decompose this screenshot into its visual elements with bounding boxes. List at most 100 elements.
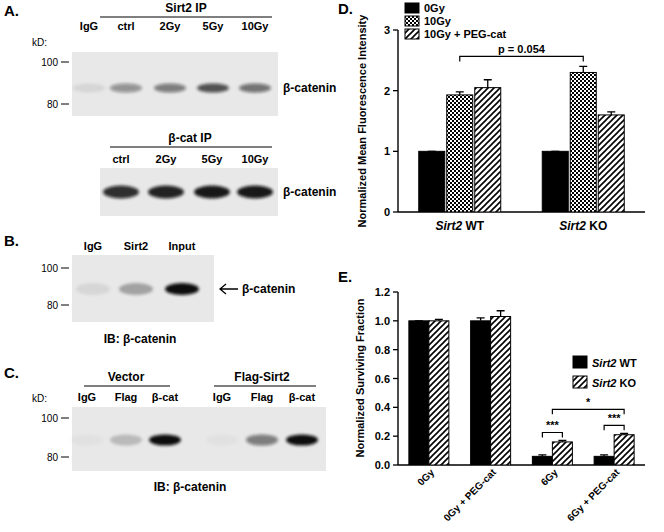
lane-label: IgG bbox=[213, 391, 231, 403]
panel-label: E. bbox=[338, 268, 352, 285]
lane-label: β-cat bbox=[152, 391, 179, 403]
blot-header: β-cat IP bbox=[168, 131, 211, 145]
lane-label: ctrl bbox=[112, 153, 129, 165]
annotation: p = 0.054 bbox=[498, 43, 546, 55]
band bbox=[71, 435, 103, 446]
y-tick-label: 0.8 bbox=[375, 344, 390, 356]
marker-tick bbox=[61, 104, 69, 105]
bar bbox=[409, 321, 429, 465]
header-line bbox=[100, 16, 272, 17]
unit-label: kD: bbox=[32, 393, 47, 404]
lane-label: IgG bbox=[80, 20, 98, 32]
text-part: KO bbox=[616, 377, 636, 389]
blot-membrane bbox=[72, 255, 214, 322]
blot-membrane bbox=[72, 407, 326, 471]
band bbox=[286, 435, 318, 446]
error-bar bbox=[620, 433, 628, 434]
significance-bracket bbox=[460, 56, 584, 61]
band bbox=[246, 435, 278, 446]
y-tick bbox=[393, 90, 398, 91]
error-bar bbox=[428, 151, 436, 152]
band-label: β-catenin bbox=[242, 282, 295, 296]
bar bbox=[475, 88, 501, 212]
y-tick-label: 0.2 bbox=[375, 430, 390, 442]
y-axis-label: Normalized Mean Fluorescence Intensity bbox=[356, 14, 368, 228]
band bbox=[239, 84, 271, 93]
text-part: WT bbox=[462, 219, 485, 233]
legend-label: Sirt2 WT bbox=[592, 357, 637, 369]
text-part: Sirt2 bbox=[559, 219, 586, 233]
bar bbox=[552, 442, 572, 465]
error-bar bbox=[600, 455, 608, 456]
error-bar bbox=[435, 319, 443, 320]
panel-label: D. bbox=[338, 0, 353, 17]
lane-label: Flag bbox=[251, 391, 274, 403]
band bbox=[119, 283, 153, 295]
bar bbox=[570, 72, 596, 212]
plot-area bbox=[419, 66, 625, 212]
panel-label: C. bbox=[4, 364, 19, 381]
band bbox=[165, 283, 199, 295]
legend-swatch bbox=[405, 16, 419, 26]
band bbox=[103, 186, 139, 199]
marker-label: 100 bbox=[41, 413, 58, 424]
x-tick-label: Sirt2 WT bbox=[435, 219, 484, 233]
legend-label: 10Gy bbox=[424, 15, 452, 27]
significance-bracket bbox=[552, 409, 624, 414]
y-axis-label: Normalized Surviving Fraction bbox=[354, 298, 366, 457]
text-part: Sirt2 bbox=[435, 219, 462, 233]
lane-label: 10Gy bbox=[242, 20, 270, 32]
bar bbox=[614, 435, 634, 465]
blot-header: Vector bbox=[108, 370, 145, 384]
blot-label: IB: β-catenin bbox=[154, 480, 227, 494]
bar bbox=[471, 321, 491, 465]
error-bar bbox=[477, 318, 485, 321]
unit-label: kD: bbox=[32, 37, 47, 48]
y-tick-label: 1.2 bbox=[375, 286, 390, 298]
error-bar bbox=[558, 440, 566, 441]
annotation: *** bbox=[546, 419, 560, 431]
legend-label: Sirt2 KO bbox=[592, 377, 636, 389]
bar bbox=[542, 151, 568, 212]
y-tick-label: 0.4 bbox=[375, 401, 391, 413]
lane-label: Flag bbox=[115, 391, 138, 403]
y-axis bbox=[397, 30, 398, 212]
lane-label: 5Gy bbox=[202, 153, 224, 165]
legend-label: 0Gy bbox=[424, 2, 446, 14]
x-tick-label: 0Gy + PEG-cat bbox=[441, 466, 498, 523]
lane-label: 2Gy bbox=[156, 153, 178, 165]
arrow bbox=[220, 284, 238, 294]
error-bar bbox=[579, 66, 587, 72]
marker-label: 100 bbox=[41, 263, 58, 274]
bar bbox=[419, 151, 445, 212]
lane-label: 2Gy bbox=[160, 20, 182, 32]
legend-label: 10Gy + PEG-cat bbox=[424, 28, 507, 40]
marker-label: 100 bbox=[41, 57, 58, 68]
y-axis bbox=[397, 292, 398, 465]
y-tick bbox=[393, 291, 398, 292]
y-tick bbox=[393, 349, 398, 350]
marker-label: 80 bbox=[47, 300, 59, 311]
significance-bracket bbox=[542, 432, 562, 437]
text-part: Sirt2 bbox=[592, 357, 616, 369]
error-bar bbox=[607, 112, 615, 115]
plot-area bbox=[409, 311, 634, 465]
x-tick-label: 0Gy bbox=[415, 466, 436, 487]
y-tick-label: 0.0 bbox=[375, 459, 390, 471]
bar bbox=[598, 115, 624, 212]
y-tick bbox=[393, 211, 398, 212]
panel-label: A. bbox=[4, 2, 19, 19]
blot-header: Sirt2 IP bbox=[165, 1, 206, 15]
legend-swatch bbox=[405, 3, 419, 13]
marker-tick bbox=[61, 62, 69, 63]
error-bar bbox=[538, 455, 546, 456]
legend-swatch bbox=[573, 376, 587, 388]
band bbox=[194, 186, 230, 199]
lane-label: ctrl bbox=[117, 20, 134, 32]
band bbox=[237, 186, 273, 199]
legend: 0Gy10Gy10Gy + PEG-cat bbox=[405, 2, 507, 40]
bar bbox=[491, 317, 511, 465]
bar bbox=[447, 95, 473, 212]
band bbox=[73, 84, 105, 93]
y-tick-label: 2 bbox=[384, 85, 390, 97]
